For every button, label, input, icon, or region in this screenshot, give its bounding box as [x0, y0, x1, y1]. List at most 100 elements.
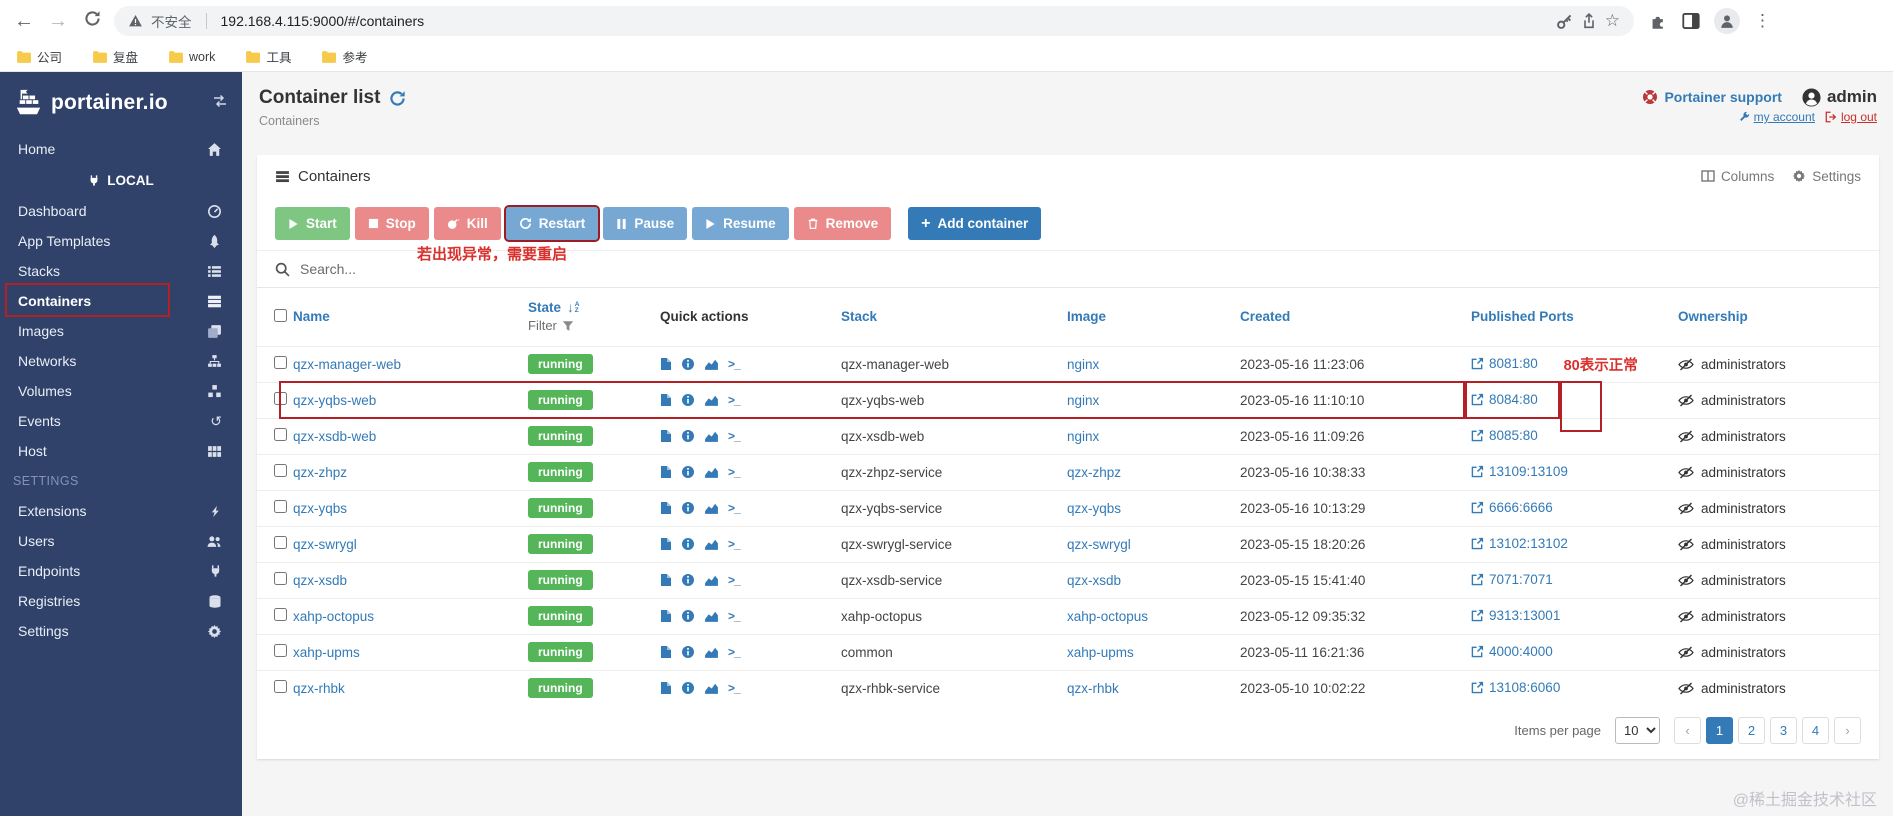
inspect-info-icon[interactable] — [681, 501, 695, 515]
portainer-support-link[interactable]: Portainer support — [1642, 89, 1782, 105]
logs-icon[interactable] — [660, 573, 672, 587]
page-button-3[interactable]: 3 — [1770, 717, 1797, 744]
portainer-logo[interactable]: portainer.io — [0, 72, 242, 134]
sort-by-stack[interactable]: Stack — [841, 309, 878, 325]
inspect-info-icon[interactable] — [681, 393, 695, 407]
prev-page-button[interactable]: ‹ — [1674, 717, 1701, 744]
log-out-link[interactable]: log out — [1825, 110, 1877, 124]
exec-console-icon[interactable]: >_ — [728, 465, 741, 479]
sidebar-item-endpoints[interactable]: Endpoints — [0, 556, 242, 586]
stats-chart-icon[interactable] — [704, 394, 719, 407]
sidebar-item-users[interactable]: Users — [0, 526, 242, 556]
exec-console-icon[interactable]: >_ — [728, 429, 741, 443]
kill-button[interactable]: Kill — [433, 207, 501, 240]
url-text[interactable]: 192.168.4.115:9000/#/containers — [220, 13, 425, 29]
resume-button[interactable]: Resume — [692, 207, 789, 240]
sort-by-ownership[interactable]: Ownership — [1678, 309, 1748, 325]
search-input[interactable] — [300, 261, 1861, 277]
exec-console-icon[interactable]: >_ — [728, 357, 741, 371]
bookmark-folder[interactable]: 复盘 — [92, 47, 138, 66]
image-link[interactable]: nginx — [1067, 356, 1100, 372]
next-page-button[interactable]: › — [1834, 717, 1861, 744]
my-account-link[interactable]: my account — [1738, 110, 1815, 124]
stats-chart-icon[interactable] — [704, 430, 719, 443]
sidebar-item-images[interactable]: Images — [0, 316, 242, 346]
sidebar-item-registries[interactable]: Registries — [0, 586, 242, 616]
sidebar-item-dashboard[interactable]: Dashboard — [0, 196, 242, 226]
reload-icon[interactable] — [80, 10, 104, 33]
user-menu[interactable]: admin — [1802, 87, 1877, 107]
logs-icon[interactable] — [660, 393, 672, 407]
container-name-link[interactable]: xahp-octopus — [293, 608, 375, 624]
row-checkbox[interactable] — [274, 356, 287, 369]
published-port-link[interactable]: 13102:13102 — [1471, 536, 1568, 551]
sidebar-collapse-icon[interactable] — [212, 94, 228, 113]
table-settings-button[interactable]: Settings — [1792, 169, 1861, 184]
select-all-checkbox[interactable] — [274, 308, 287, 322]
inspect-info-icon[interactable] — [681, 537, 695, 551]
row-checkbox[interactable] — [274, 644, 287, 657]
stats-chart-icon[interactable] — [704, 646, 719, 659]
stats-chart-icon[interactable] — [704, 574, 719, 587]
container-name-link[interactable]: qzx-swrygl — [293, 536, 357, 552]
logs-icon[interactable] — [660, 501, 672, 515]
logs-icon[interactable] — [660, 465, 672, 479]
row-checkbox[interactable] — [274, 572, 287, 585]
container-name-link[interactable]: qzx-zhpz — [293, 464, 348, 480]
row-checkbox[interactable] — [274, 608, 287, 621]
bookmark-star-icon[interactable]: ☆ — [1604, 11, 1620, 30]
container-name-link[interactable]: qzx-manager-web — [293, 356, 402, 372]
extensions-puzzle-icon[interactable] — [1650, 12, 1668, 30]
stop-button[interactable]: Stop — [354, 207, 429, 240]
image-link[interactable]: nginx — [1067, 392, 1100, 408]
sidebar-item-stacks[interactable]: Stacks — [0, 256, 242, 286]
exec-console-icon[interactable]: >_ — [728, 681, 741, 696]
image-link[interactable]: qzx-zhpz — [1067, 464, 1122, 480]
image-link[interactable]: nginx — [1067, 428, 1100, 444]
exec-console-icon[interactable]: >_ — [728, 573, 741, 587]
image-link[interactable]: qzx-swrygl — [1067, 536, 1131, 552]
row-checkbox[interactable] — [274, 500, 287, 513]
sort-by-image[interactable]: Image — [1067, 309, 1107, 325]
image-link[interactable]: xahp-octopus — [1067, 608, 1149, 624]
published-port-link[interactable]: 8085:80 — [1471, 428, 1538, 443]
inspect-info-icon[interactable] — [681, 609, 695, 623]
share-icon[interactable] — [1581, 13, 1597, 29]
inspect-info-icon[interactable] — [681, 681, 695, 695]
start-button[interactable]: Start — [275, 207, 350, 240]
sidebar-item-volumes[interactable]: Volumes — [0, 376, 242, 406]
published-port-link[interactable]: 4000:4000 — [1471, 644, 1553, 659]
row-checkbox[interactable] — [274, 680, 287, 694]
sidebar-item-events[interactable]: Events ↺ — [18, 412, 222, 430]
image-link[interactable]: qzx-yqbs — [1067, 500, 1122, 516]
published-port-link[interactable]: 9313:13001 — [1471, 608, 1560, 623]
page-button-1[interactable]: 1 — [1706, 717, 1733, 744]
bookmark-folder[interactable]: 公司 — [16, 47, 62, 66]
logs-icon[interactable] — [660, 429, 672, 443]
exec-console-icon[interactable]: >_ — [728, 537, 741, 551]
container-name-link[interactable]: qzx-yqbs-web — [293, 392, 377, 408]
security-label[interactable]: 不安全 — [151, 15, 192, 30]
sort-by-state[interactable]: State — [528, 300, 562, 316]
side-panel-icon[interactable] — [1682, 12, 1700, 30]
exec-console-icon[interactable]: >_ — [728, 501, 741, 515]
profile-avatar[interactable] — [1714, 8, 1740, 34]
inspect-info-icon[interactable] — [681, 573, 695, 587]
state-filter[interactable]: Filter — [528, 318, 652, 333]
container-name-link[interactable]: qzx-xsdb-web — [293, 428, 377, 444]
page-button-4[interactable]: 4 — [1802, 717, 1829, 744]
forward-icon[interactable]: → — [48, 9, 68, 32]
restart-button[interactable]: Restart — [503, 205, 601, 242]
not-secure-warning-icon[interactable] — [128, 14, 143, 28]
sidebar-item-home[interactable]: Home — [0, 134, 242, 164]
exec-console-icon[interactable]: >_ — [728, 645, 741, 659]
inspect-info-icon[interactable] — [681, 429, 695, 443]
inspect-info-icon[interactable] — [681, 465, 695, 479]
stats-chart-icon[interactable] — [704, 502, 719, 515]
page-button-2[interactable]: 2 — [1738, 717, 1765, 744]
items-per-page-select[interactable]: 10 — [1615, 717, 1660, 744]
image-link[interactable]: qzx-rhbk — [1067, 680, 1119, 696]
sidebar-item-host[interactable]: Host — [0, 436, 242, 466]
published-port-link[interactable]: 6666:6666 — [1471, 500, 1553, 515]
logs-icon[interactable] — [660, 609, 672, 623]
